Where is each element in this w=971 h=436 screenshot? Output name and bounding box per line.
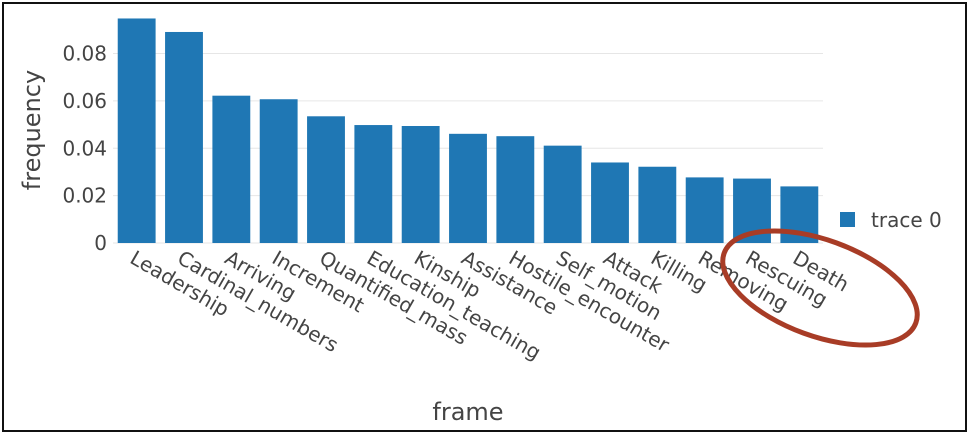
y-axis-label: frequency <box>18 70 46 190</box>
bar[interactable] <box>212 95 251 244</box>
y-tick-label: 0.04 <box>62 136 107 160</box>
bar[interactable] <box>117 18 156 244</box>
bar[interactable] <box>638 166 677 243</box>
y-tick-labels: 0 0.02 0.04 0.06 0.08 <box>62 42 107 255</box>
x-axis-label: frame <box>432 398 503 426</box>
bar[interactable] <box>685 177 724 243</box>
bar[interactable] <box>543 145 582 243</box>
bar[interactable] <box>496 136 535 243</box>
bar[interactable] <box>401 126 440 243</box>
y-tick-label: 0.02 <box>62 184 107 208</box>
x-tick-labels: LeadershipCardinal_numbersArrivingIncrem… <box>126 246 853 365</box>
y-tick-label: 0.08 <box>62 42 107 66</box>
bars <box>117 18 819 244</box>
y-tick-label: 0.06 <box>62 89 107 113</box>
legend[interactable]: trace 0 <box>840 208 942 232</box>
legend-label: trace 0 <box>871 208 942 232</box>
bar[interactable] <box>165 31 203 244</box>
bar[interactable] <box>259 99 298 243</box>
bar[interactable] <box>354 125 393 243</box>
highlight-ellipse <box>720 228 920 348</box>
bar[interactable] <box>449 133 487 243</box>
bar[interactable] <box>591 162 629 243</box>
legend-swatch <box>840 212 855 227</box>
y-tick-label: 0 <box>94 231 107 255</box>
bar[interactable] <box>307 116 345 243</box>
